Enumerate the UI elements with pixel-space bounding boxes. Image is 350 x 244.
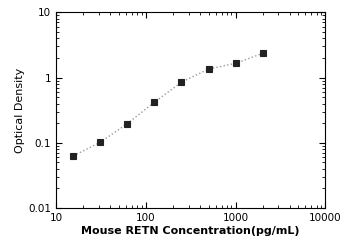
X-axis label: Mouse RETN Concentration(pg/mL): Mouse RETN Concentration(pg/mL) bbox=[82, 226, 300, 236]
Y-axis label: Optical Density: Optical Density bbox=[15, 68, 25, 153]
